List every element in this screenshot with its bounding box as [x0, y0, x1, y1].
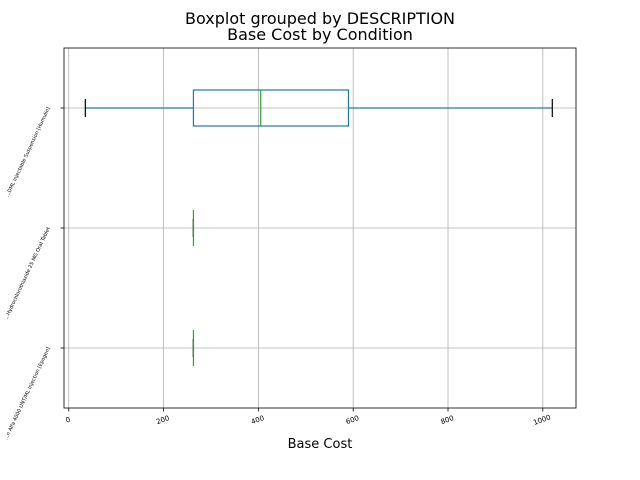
x-tick-label: 400 — [250, 414, 265, 426]
tick-layer: 0 200 400 600 800 1000 ...DML Injectable Suspe… — [3, 106, 551, 441]
x-tick-label: 200 — [155, 414, 170, 426]
chart-title: Base Cost by Condition — [227, 25, 413, 44]
box-iqr — [192, 89, 350, 127]
category-label: ...Hydrochlorothiazide 25 MG Oral Tablet — [4, 226, 52, 320]
x-tick-label: 800 — [440, 414, 455, 426]
x-tick-label: 600 — [345, 414, 360, 426]
x-axis-label: Base Cost — [288, 437, 353, 452]
category-label: ...n Alfa 4000 UNT/ML Injection [Epogen] — [3, 346, 51, 441]
x-tick-label: 0 — [65, 416, 72, 425]
x-tick-label: 1000 — [532, 413, 551, 427]
box-layer — [84, 89, 553, 366]
chart-suptitle: Boxplot grouped by DESCRIPTION — [185, 9, 455, 28]
category-label: ...DML Injectable Suspension [Humulin] — [5, 106, 52, 198]
grid-layer — [64, 48, 576, 408]
